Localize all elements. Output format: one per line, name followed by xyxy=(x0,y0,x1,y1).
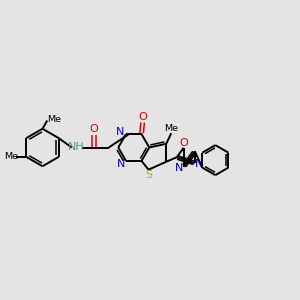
Text: O: O xyxy=(138,112,147,122)
Text: N: N xyxy=(175,163,183,173)
Text: O: O xyxy=(89,124,98,134)
Text: N: N xyxy=(117,159,126,169)
Text: Me: Me xyxy=(47,115,61,124)
Text: Me: Me xyxy=(4,152,18,161)
Text: O: O xyxy=(179,138,188,148)
Text: NH: NH xyxy=(68,142,85,152)
Text: N: N xyxy=(116,127,125,137)
Text: S: S xyxy=(146,170,153,180)
Text: N: N xyxy=(195,159,203,169)
Text: Me: Me xyxy=(164,124,178,133)
